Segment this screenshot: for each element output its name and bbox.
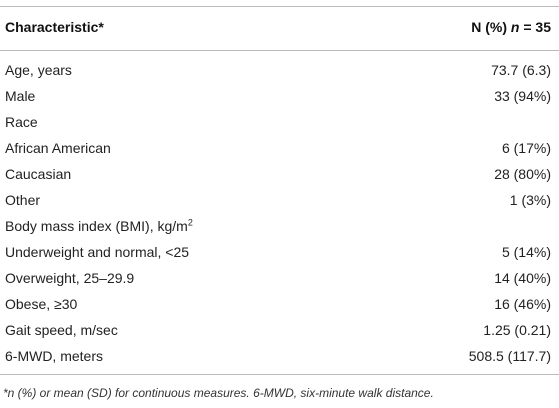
row-label-text: Caucasian [5,166,72,182]
row-label: 6-MWD, meters [5,347,103,365]
row-label: Underweight and normal, <25 [5,243,189,261]
row-label-text: African American [5,140,111,156]
row-value: 6 (17%) [501,140,551,156]
row-value: 33 (94%) [494,88,551,104]
header-characteristic: Characteristic* [5,19,104,35]
header-n-label: N (%) [471,19,508,35]
row-label: Male [5,87,35,105]
bottom-rule [0,374,559,375]
row-label: Age, years [5,61,72,79]
row-label-text: Age, years [5,62,72,78]
row-label: Overweight, 25–29.9 [5,269,134,287]
row-value: 73.7 (6.3) [491,62,551,78]
row-label: Race [5,113,38,131]
row-value: 28 (80%) [494,166,551,182]
row-label-text: Body mass index (BMI), kg/m [5,218,188,234]
row-label: Body mass index (BMI), kg/m2 [5,217,193,235]
row-label: Gait speed, m/sec [5,321,118,339]
top-rule [0,6,559,7]
row-label: Obese, ≥30 [5,295,77,313]
row-value: 508.5 (117.7) [468,348,551,364]
row-label: Other [5,191,40,209]
row-label-text: Gait speed, m/sec [5,322,118,338]
header-n-symbol: n [510,19,520,35]
header-n: N (%) n = 35 [471,18,551,36]
footnote: *n (%) or mean (SD) for continuous measu… [3,386,434,400]
row-value: 1 (3%) [509,192,551,208]
row-label: African American [5,139,111,157]
row-label: Caucasian [5,165,71,183]
row-label-text: Overweight, 25–29.9 [5,270,135,286]
row-label-text: 6-MWD, meters [5,348,103,364]
row-label-superscript: 2 [187,217,193,228]
row-value: 14 (40%) [494,270,551,286]
header-rule [0,50,559,51]
row-value: 1.25 (0.21) [483,322,551,338]
row-label-text: Male [5,88,36,104]
row-value: 16 (46%) [494,296,551,312]
row-label-text: Other [5,192,41,208]
row-label-text: Obese, ≥30 [5,296,78,312]
row-label-text: Race [5,114,38,130]
header-n-count: = 35 [523,19,551,35]
row-label-text: Underweight and normal, <25 [5,244,190,260]
row-value: 5 (14%) [501,244,551,260]
